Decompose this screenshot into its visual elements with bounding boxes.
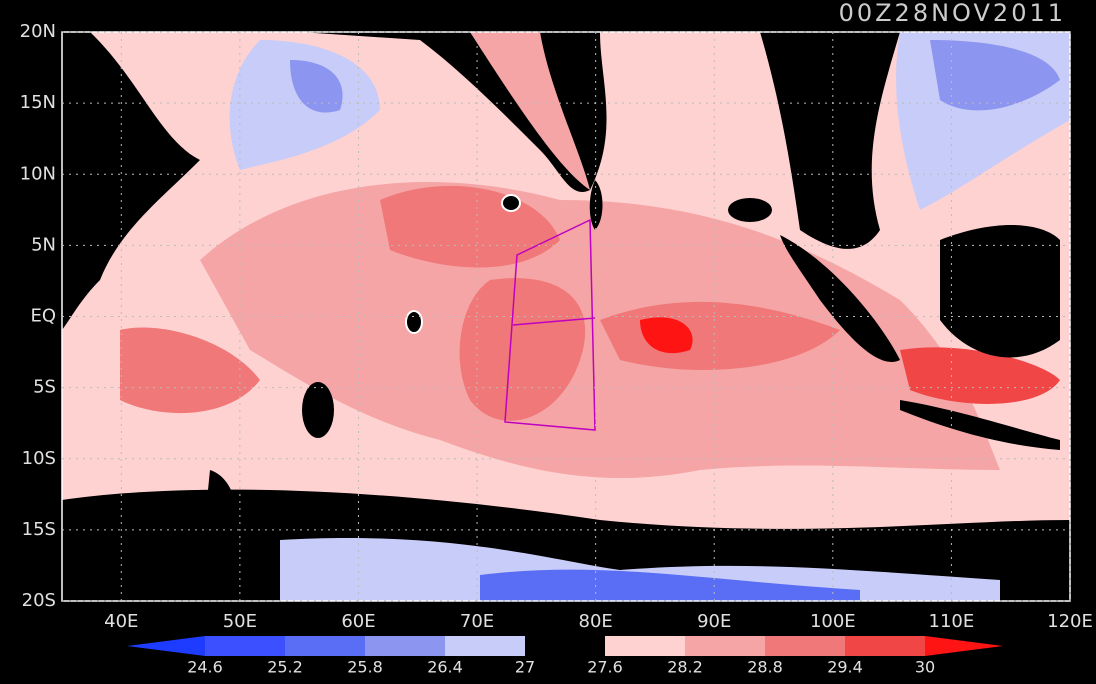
x-tick-label: 40E [104, 611, 138, 632]
y-tick-label: 20S [22, 590, 56, 611]
colorbar-box [765, 636, 845, 656]
x-tick-label: 120E [1047, 611, 1093, 632]
colorbar-box [525, 636, 605, 656]
colorbar-arrow-high [925, 636, 1003, 656]
y-tick-label: EQ [30, 306, 56, 327]
colorbar-label: 24.6 [187, 658, 223, 677]
x-tick-label: 100E [810, 611, 856, 632]
x-tick-label: 50E [223, 611, 257, 632]
x-tick-label: 90E [697, 611, 731, 632]
x-tick-label: 80E [579, 611, 613, 632]
colorbar-label: 25.8 [347, 658, 383, 677]
x-tick-label: 60E [341, 611, 375, 632]
title: 00Z28NOV2011 [839, 0, 1066, 27]
colorbar-label: 27.6 [587, 658, 623, 677]
y-tick-label: 5N [31, 234, 56, 255]
colorbar-box [685, 636, 765, 656]
colorbar-label: 30 [915, 658, 935, 677]
colorbar-box [205, 636, 285, 656]
x-tick-label: 70E [460, 611, 494, 632]
colorbar-label: 25.2 [267, 658, 303, 677]
y-tick-label: 10N [20, 163, 56, 184]
colorbar-label: 27 [515, 658, 535, 677]
sst-field [62, 32, 1070, 601]
y-tick-label: 15S [22, 519, 56, 540]
colorbar-label: 28.2 [667, 658, 703, 677]
colorbar-box [365, 636, 445, 656]
colorbar-arrow-low [127, 636, 205, 656]
colorbar-box [285, 636, 365, 656]
colorbar-label: 26.4 [427, 658, 463, 677]
colorbar-box [445, 636, 525, 656]
colorbar-label: 29.4 [827, 658, 863, 677]
y-tick-label: 5S [33, 377, 56, 398]
x-tick-label: 110E [929, 611, 975, 632]
y-tick-label: 20N [20, 21, 56, 42]
y-tick-label: 15N [20, 92, 56, 113]
colorbar-box [605, 636, 685, 656]
colorbar-label: 28.8 [747, 658, 783, 677]
y-tick-label: 10S [22, 448, 56, 469]
colorbar-box [845, 636, 925, 656]
